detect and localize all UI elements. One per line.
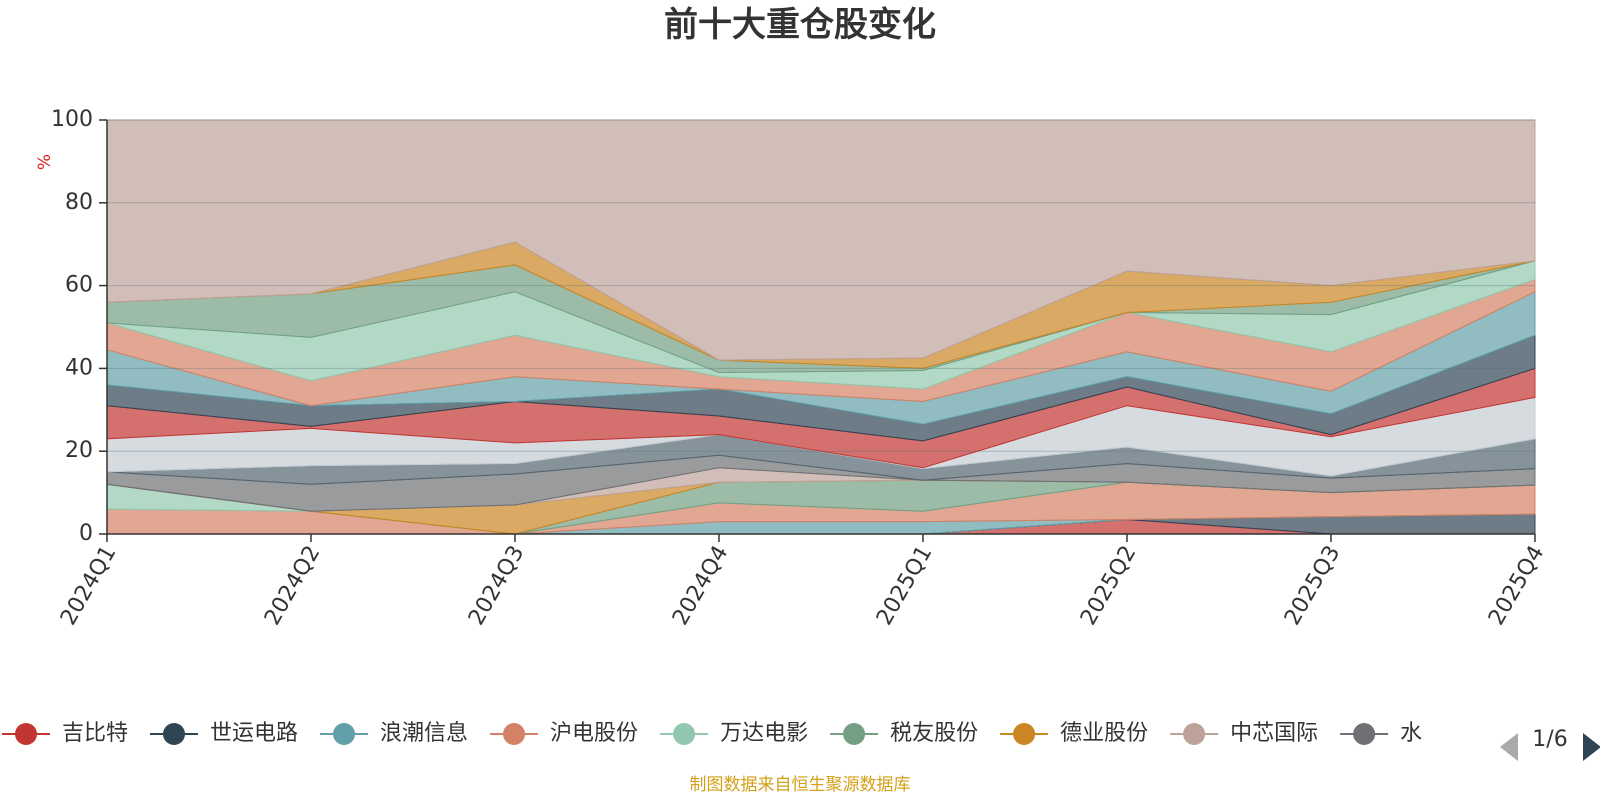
legend-label: 浪潮信息 (380, 721, 468, 746)
legend-marker (1353, 723, 1376, 745)
legend-prev-icon[interactable] (1500, 733, 1518, 761)
x-tick-label: 2024Q3 (464, 542, 529, 630)
legend-label: 中芯国际 (1230, 721, 1318, 746)
legend-label: 万达电影 (720, 721, 808, 746)
y-tick-label: 80 (65, 190, 93, 215)
area-layer-11 (106, 119, 1536, 361)
legend-item-德业股份[interactable]: 德业股份 (1000, 721, 1148, 746)
legend-item-税友股份[interactable]: 税友股份 (830, 721, 978, 746)
legend-label: 税友股份 (890, 721, 978, 746)
x-tick-label: 2024Q2 (260, 542, 325, 630)
chart-title: 前十大重仓股变化 (664, 5, 936, 45)
area-layers (106, 119, 1536, 535)
x-tick-label: 2024Q1 (56, 542, 121, 630)
x-tick-label: 2024Q4 (668, 542, 733, 630)
y-tick-label: 0 (79, 521, 93, 546)
y-tick-label: 20 (65, 438, 93, 463)
legend-marker (1013, 723, 1036, 745)
legend-label: 世运电路 (210, 721, 298, 746)
legend-marker (673, 723, 696, 745)
legend-item-世运电路[interactable]: 世运电路 (150, 721, 298, 746)
data-source-note: 制图数据来自恒生聚源数据库 (690, 775, 911, 795)
x-tick-label: 2025Q2 (1076, 542, 1141, 630)
legend: 吉比特 世运电路 浪潮信息 沪电股份 万达电影 税友股份 德业股份 中芯国际 水 (2, 721, 1422, 746)
legend-label: 吉比特 (62, 721, 128, 746)
legend-marker (333, 723, 356, 745)
y-tick-label: 100 (51, 107, 93, 132)
legend-item-沪电股份[interactable]: 沪电股份 (490, 721, 638, 746)
y-tick-label: 60 (65, 273, 93, 298)
grid-lines (107, 119, 1535, 452)
legend-marker (843, 723, 866, 745)
legend-label: 水 (1400, 721, 1422, 746)
x-tick-label: 2025Q4 (1484, 542, 1549, 630)
legend-item-吉比特[interactable]: 吉比特 (2, 721, 128, 746)
y-tick-label: 40 (65, 355, 93, 380)
legend-marker (503, 723, 526, 745)
legend-item-水[interactable]: 水 (1340, 721, 1422, 746)
legend-marker (15, 723, 37, 745)
x-tick-label: 2025Q3 (1280, 542, 1345, 630)
legend-next-icon[interactable] (1583, 733, 1600, 761)
legend-pager: 1/6 (1500, 727, 1600, 761)
y-axis-unit: % (35, 154, 55, 170)
legend-marker (163, 723, 186, 745)
x-tick-label: 2025Q1 (872, 542, 937, 630)
legend-label: 德业股份 (1060, 721, 1148, 746)
legend-label: 沪电股份 (550, 721, 638, 746)
legend-item-浪潮信息[interactable]: 浪潮信息 (320, 721, 468, 746)
legend-item-万达电影[interactable]: 万达电影 (660, 721, 808, 746)
legend-marker (1183, 723, 1206, 745)
legend-page-indicator: 1/6 (1532, 727, 1567, 752)
legend-item-中芯国际[interactable]: 中芯国际 (1170, 721, 1318, 746)
